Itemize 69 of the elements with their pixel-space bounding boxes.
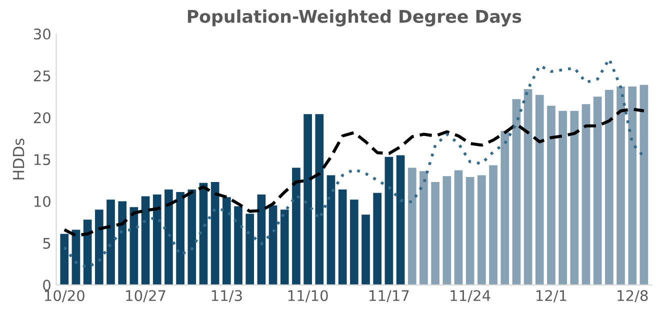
x-tick-label: 10/20	[44, 290, 84, 302]
y-tick-label: 15	[34, 154, 50, 166]
bar	[106, 200, 115, 285]
x-tick-label: 11/17	[370, 290, 409, 302]
bar	[257, 194, 266, 285]
bar	[234, 206, 242, 285]
y-tick-label: 0	[43, 280, 50, 291]
chart-title: Population-Weighted Degree Days	[188, 10, 522, 26]
x-tick-label: 10/27	[126, 290, 166, 302]
bar	[628, 86, 637, 285]
bar	[384, 156, 394, 285]
bar	[350, 200, 358, 285]
x-tick-label: 11/10	[288, 290, 328, 302]
y-tick-label: 5	[43, 238, 50, 249]
bar	[362, 214, 370, 285]
x-tick-label: 11/24	[450, 290, 490, 302]
bar	[130, 207, 138, 285]
bar	[582, 104, 590, 285]
bar	[524, 89, 532, 285]
y-tick-label: 30	[34, 28, 50, 40]
bar	[280, 210, 289, 285]
bar	[304, 114, 312, 285]
bar	[315, 114, 324, 285]
bar	[466, 176, 474, 285]
bar	[396, 155, 405, 285]
bar	[268, 205, 278, 285]
bar	[72, 230, 80, 285]
bar	[246, 214, 254, 285]
y-tick-label: 20	[34, 112, 50, 124]
bar	[593, 96, 602, 285]
bar	[118, 201, 127, 285]
bar	[570, 110, 579, 285]
bar	[188, 190, 196, 285]
bar	[222, 197, 231, 285]
bar	[199, 182, 208, 285]
bar	[454, 170, 463, 285]
bar	[431, 182, 440, 285]
bar	[500, 130, 510, 285]
bar	[210, 182, 220, 285]
bar	[512, 99, 521, 285]
bar	[489, 165, 498, 285]
x-tick-label: 12/8	[618, 290, 648, 302]
bar	[94, 210, 104, 285]
bar	[176, 192, 184, 285]
y-tick-label: 25	[34, 70, 50, 82]
y-axis-title: HDDs	[12, 138, 24, 180]
bar	[605, 90, 614, 285]
x-tick-label: 11/3	[212, 290, 242, 302]
bar	[420, 171, 428, 285]
bar	[442, 176, 452, 285]
bar	[558, 110, 567, 285]
y-tick-label: 10	[34, 196, 50, 207]
bar	[640, 84, 648, 285]
bar	[164, 190, 173, 285]
bar	[616, 86, 625, 285]
bar	[141, 196, 150, 285]
bar	[152, 194, 162, 285]
bar	[547, 106, 556, 285]
bar	[338, 190, 347, 285]
bar	[292, 168, 300, 285]
bar	[60, 234, 69, 285]
bar	[478, 175, 486, 285]
bar	[373, 192, 382, 285]
line-series	[62, 108, 646, 238]
line-series	[62, 58, 646, 269]
bar	[535, 94, 544, 285]
x-tick-label: 12/1	[536, 290, 566, 302]
bar	[326, 175, 336, 285]
bar	[408, 168, 416, 285]
